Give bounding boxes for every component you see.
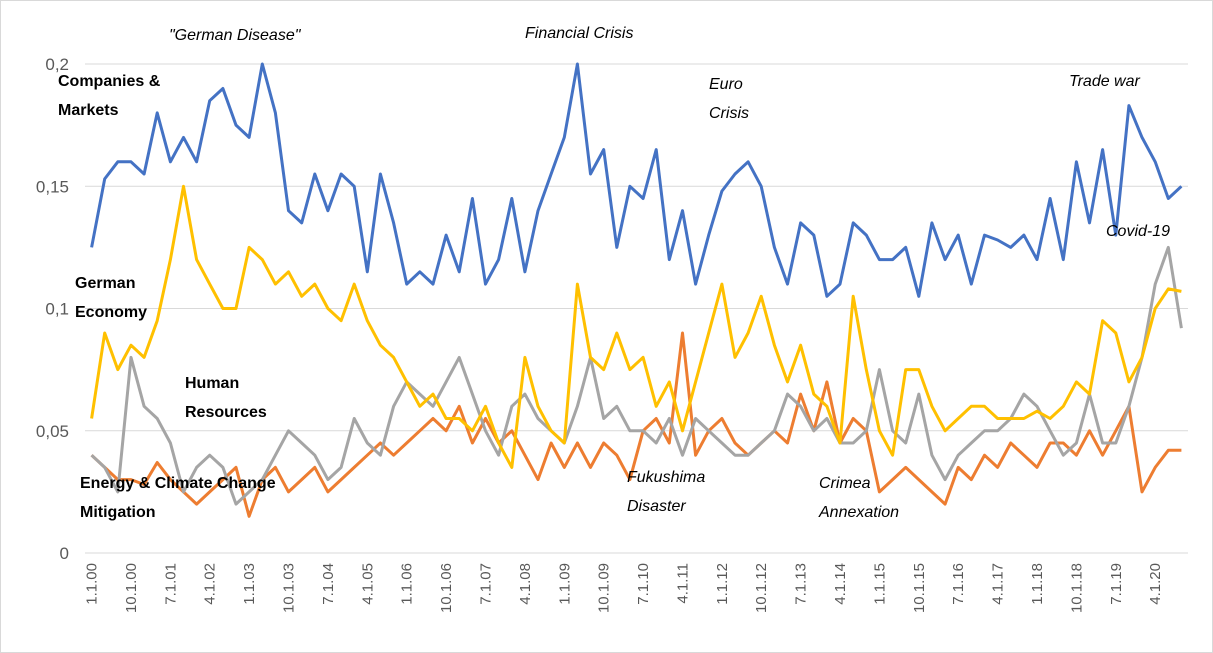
y-tick-label: 0,15 [36, 177, 69, 196]
x-tick-label: 7.1.19 [1108, 563, 1125, 605]
series-label: German Economy [75, 275, 148, 321]
x-tick-label: 1.1.12 [714, 563, 731, 605]
x-tick-label: 4.1.14 [832, 563, 849, 605]
x-tick-label: 4.1.02 [202, 563, 219, 605]
x-tick-label: 1.1.03 [241, 563, 258, 605]
series-line [90, 184, 1182, 469]
annotation: Financial Crisis [525, 25, 634, 42]
x-tick-label: 10.1.12 [753, 563, 770, 613]
x-tick-label: 4.1.20 [1147, 563, 1164, 605]
x-tick-label: 1.1.15 [871, 563, 888, 605]
series-line [90, 62, 1183, 298]
x-tick-label: 4.1.05 [359, 563, 376, 605]
x-tick-label: 7.1.13 [793, 563, 810, 605]
series-label: Human Resources [185, 375, 267, 421]
y-tick-label: 0 [60, 544, 69, 563]
x-tick-label: 4.1.17 [990, 563, 1007, 605]
x-tick-label: 10.1.00 [123, 563, 140, 613]
x-tick-label: 10.1.06 [438, 563, 455, 613]
series-label: Companies & Markets [58, 73, 161, 119]
x-tick-label: 7.1.04 [320, 563, 337, 605]
x-tick-label: 10.1.18 [1068, 563, 1085, 613]
x-tick-label: 4.1.11 [674, 563, 691, 604]
x-tick-label: 1.1.06 [399, 563, 416, 605]
x-tick-label: 10.1.03 [281, 563, 298, 613]
annotation: Crimea Annexation [819, 475, 900, 521]
x-tick-label: 1.1.09 [556, 563, 573, 605]
annotation: Trade war [1069, 73, 1140, 90]
annotation: Covid-19 [1106, 223, 1171, 240]
annotation: Euro Crisis [709, 76, 749, 122]
series-label: Energy & Climate Change Mitigation [80, 475, 276, 521]
annotation: Fukushima Disaster [627, 469, 706, 515]
x-tick-label: 7.1.07 [477, 563, 494, 605]
x-tick-label: 10.1.09 [596, 563, 613, 613]
y-tick-label: 0,1 [45, 300, 69, 319]
x-tick-label: 7.1.10 [635, 563, 652, 605]
annotation: "German Disease" [169, 27, 301, 44]
series-line [90, 331, 1182, 518]
x-tick-label: 1.1.00 [84, 563, 101, 605]
series-line [90, 245, 1183, 506]
x-tick-label: 7.1.01 [162, 563, 179, 605]
y-tick-label: 0,05 [36, 422, 69, 441]
x-tick-label: 1.1.18 [1029, 563, 1046, 605]
x-tick-label: 4.1.08 [517, 563, 534, 605]
x-tick-label: 10.1.15 [911, 563, 928, 613]
y-tick-label: 0,2 [45, 55, 69, 74]
x-tick-label: 7.1.16 [950, 563, 967, 605]
